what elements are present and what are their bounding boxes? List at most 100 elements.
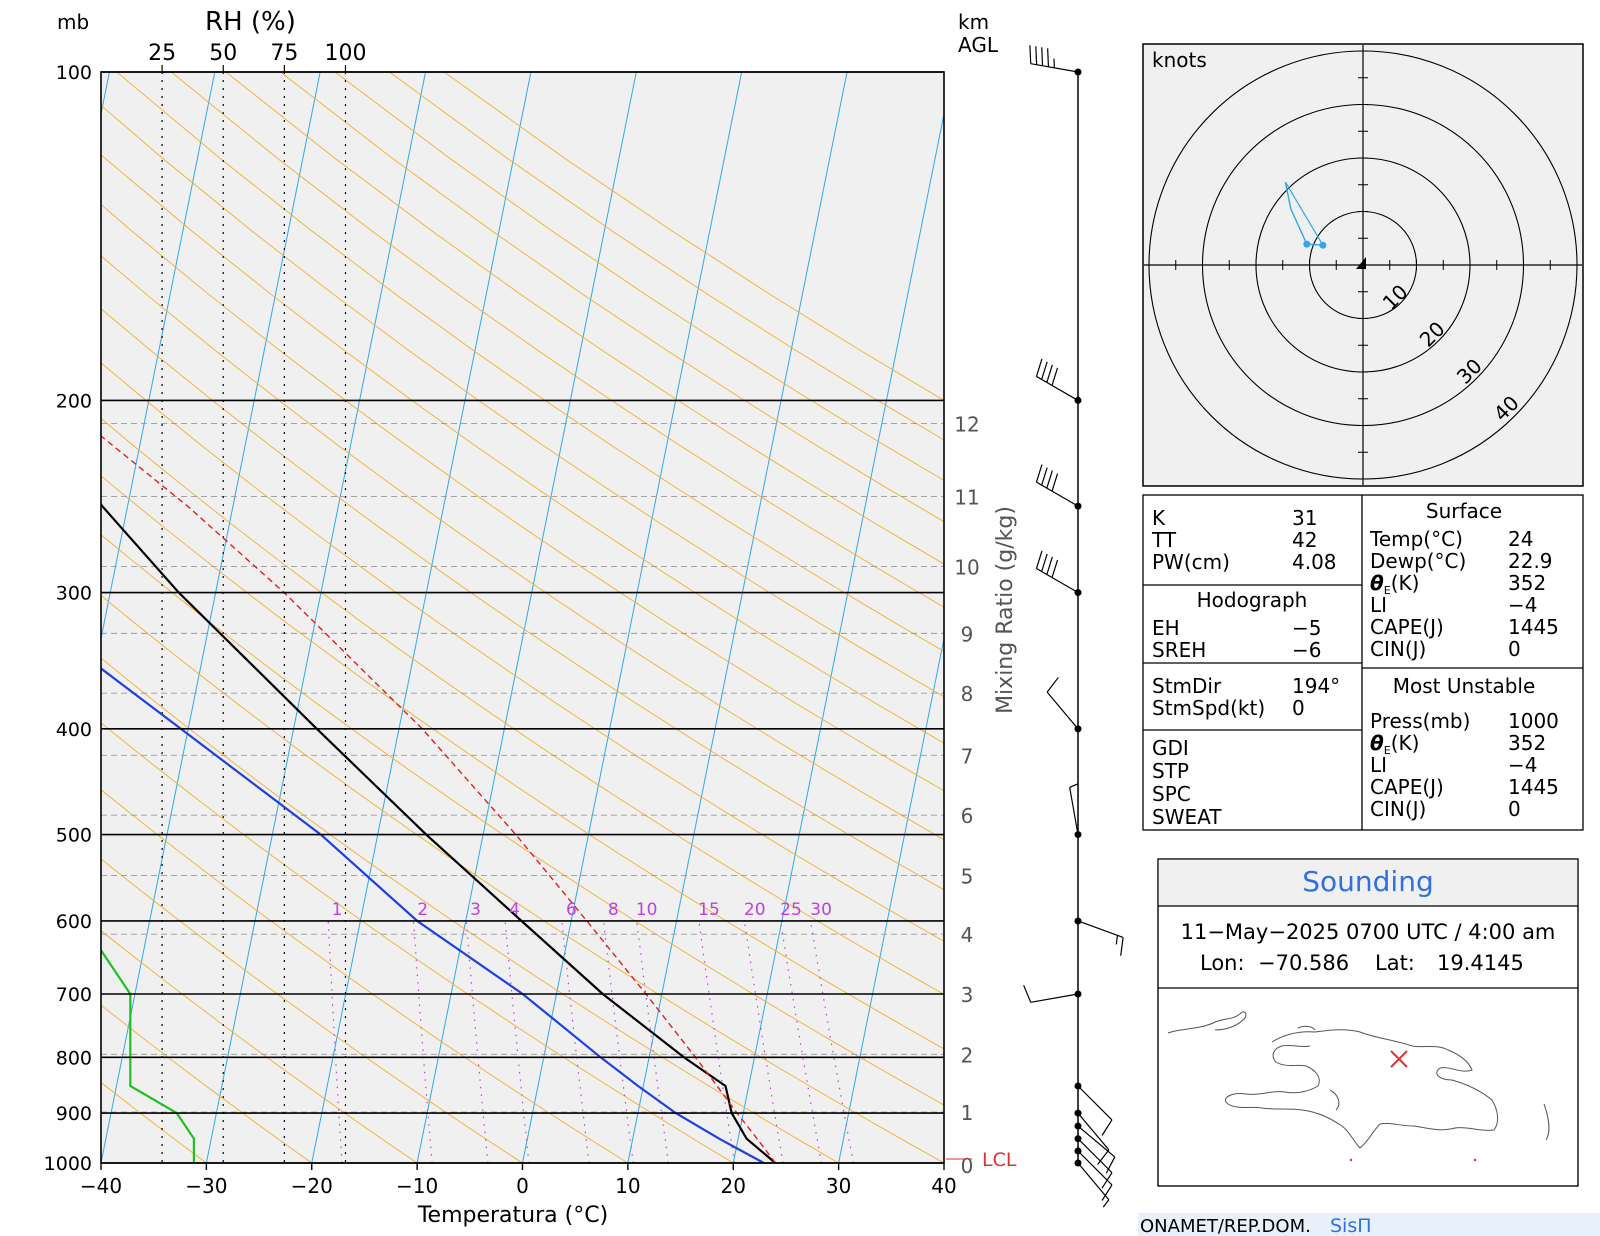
index-row-label: PW(cm)	[1152, 550, 1230, 574]
hispaniola-map	[1167, 1011, 1550, 1149]
most-unstable-row-value: 0	[1508, 797, 1521, 821]
wind-barb-flag	[1035, 46, 1038, 65]
dry-adiabat-line	[116, 72, 944, 652]
mixing-ratio-label: 3	[470, 900, 481, 920]
wind-barb-flag	[1051, 473, 1059, 492]
index-row-label: StmDir	[1152, 674, 1222, 698]
isotherm-line	[101, 72, 110, 117]
mixing-ratio-label: 2	[417, 900, 428, 920]
wind-barb-flag	[1101, 1119, 1113, 1136]
station-marker	[1390, 1050, 1408, 1068]
hodograph-trace	[1284, 181, 1323, 246]
wind-barb-half-flag	[1115, 935, 1119, 945]
wind-barb-shaft	[1036, 481, 1079, 507]
surface-row-value: 0	[1508, 637, 1521, 661]
height-tick-label: 0	[961, 1154, 974, 1178]
temperature-tick-label: −40	[80, 1174, 122, 1198]
index-row-label: K	[1152, 506, 1166, 530]
height-tick-label: 9	[961, 622, 974, 646]
isotherm-line	[416, 72, 637, 1163]
height-tick-label: 5	[961, 864, 974, 888]
mixing-ratio-label: 8	[608, 900, 619, 920]
height-axis-title-agl: AGL	[958, 33, 999, 57]
temperature-tick-label: −30	[185, 1174, 227, 1198]
footer-org: ONAMET/REP.DOM.	[1140, 1216, 1311, 1236]
dry-adiabat-line	[101, 534, 944, 1106]
most-unstable-row-value: −4	[1508, 753, 1537, 777]
temperature-tick-label: 40	[931, 1174, 956, 1198]
height-tick-label: 1	[961, 1101, 974, 1125]
isotherm-line	[205, 72, 427, 1163]
dry-adiabat-line	[280, 72, 944, 523]
most-unstable-row-label: CAPE(J)	[1370, 775, 1444, 799]
footer-brand: SisΠ	[1330, 1215, 1372, 1236]
wind-barb-shaft	[1077, 920, 1124, 938]
most-unstable-section-header: Most Unstable	[1393, 674, 1536, 698]
height-tick-label: 8	[961, 682, 974, 706]
most-unstable-row-label: Press(mb)	[1370, 709, 1470, 733]
index-row-label: GDI	[1152, 736, 1189, 760]
isotherm-line	[311, 72, 532, 1163]
lon-label: Lon:	[1200, 951, 1245, 975]
plot-background	[101, 72, 944, 1163]
isotherm-line	[101, 72, 321, 1163]
wind-barb-flag	[1046, 470, 1053, 489]
height-tick-label: 2	[961, 1043, 974, 1067]
dry-adiabat-line	[101, 789, 629, 1163]
temperature-tick-label: 30	[826, 1174, 851, 1198]
wind-barb-shaft	[1077, 1150, 1113, 1186]
wind-barb-flag	[1046, 364, 1053, 383]
height-axis-title-km: km	[958, 10, 989, 34]
wind-barb-flag	[1041, 47, 1044, 66]
wind-barb-shaft	[1036, 375, 1079, 401]
dry-adiabat-line	[101, 203, 944, 792]
wind-barb-shaft	[1077, 1085, 1113, 1121]
pressure-tick-label: 500	[56, 825, 92, 847]
sounding-title: Sounding	[1302, 865, 1433, 898]
rh-axis-title: RH (%)	[205, 7, 296, 37]
dry-adiabat-line	[101, 858, 523, 1163]
lat-label: Lat:	[1375, 951, 1415, 975]
wind-barb-flag	[1120, 937, 1124, 956]
mixing-ratio-label: 10	[636, 900, 658, 920]
dry-adiabat-line	[225, 72, 944, 565]
most-unstable-row-value: 1445	[1508, 775, 1559, 799]
index-row-value: −5	[1292, 616, 1321, 640]
pressure-tick-label: 100	[56, 62, 92, 84]
pressure-unit-label: mb	[57, 10, 89, 34]
wind-barb-shaft	[1036, 568, 1079, 594]
indices-table: K 31 TT 42 PW(cm) 4.08 Hodograph EH −5 SREH −6 StmD…	[1142, 494, 1584, 831]
mixing-ratio-label: 6	[566, 900, 577, 920]
dry-adiabat-line	[101, 722, 734, 1163]
wind-barb-shaft	[1046, 691, 1079, 730]
index-row-value: 42	[1292, 528, 1317, 552]
dry-adiabat-line	[101, 594, 944, 1163]
lon-value: −70.586	[1258, 951, 1349, 975]
surface-row-label: Temp(°C)	[1369, 527, 1463, 551]
wind-barb-flag	[1101, 1172, 1113, 1189]
hodograph-section-header: Hodograph	[1197, 588, 1308, 612]
dry-adiabat-line	[101, 362, 944, 942]
x-axis-title: Temperatura (°C)	[417, 1203, 608, 1228]
index-row-value: 194°	[1292, 674, 1340, 698]
height-tick-label: 6	[961, 804, 974, 828]
skewt-grid	[101, 72, 944, 1163]
index-row-value: −6	[1292, 638, 1321, 662]
wind-barb-shaft	[1077, 1162, 1110, 1201]
index-row-label: SREH	[1152, 638, 1206, 662]
dry-adiabat-line	[101, 417, 944, 995]
wind-barb-flag	[1041, 361, 1048, 380]
surface-row-label: CIN(J)	[1370, 637, 1426, 661]
index-row-label: TT	[1151, 528, 1177, 552]
wind-barb-half-flag	[1102, 1199, 1110, 1208]
height-tick-label: 10	[954, 556, 979, 580]
temperature-tick-label: −10	[396, 1174, 438, 1198]
dry-adiabat-line	[101, 1004, 313, 1163]
lat-value: 19.4145	[1437, 951, 1524, 975]
wind-barb-shaft	[1077, 1112, 1110, 1151]
dry-adiabat-line	[101, 1081, 207, 1163]
index-row-value: 4.08	[1292, 550, 1337, 574]
rh-tick-label: 75	[270, 41, 298, 66]
isotherm-line	[732, 111, 944, 1163]
